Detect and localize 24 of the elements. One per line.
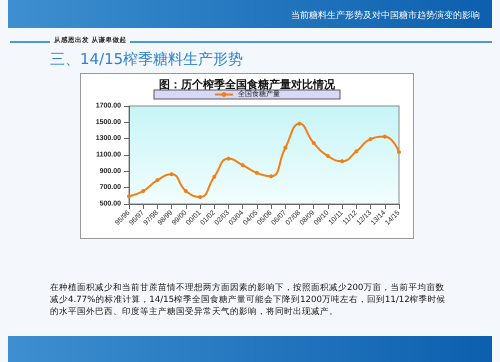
point <box>283 146 288 150</box>
point <box>155 178 160 182</box>
point <box>184 189 188 194</box>
text: 在种植面积减少和当前甘蔗苗情不理想两方面因素的影响下，按照面积减少200万亩，当前平均亩数减少4.77%的标准计算，14/15榨季全国食糖产量可能会下降到1200万吨左右，回到11/12榨季时候的水平国外巴西、印度等主产糖国受异常天气的影响，将同时出现减产。 <box>50 282 447 318</box>
point <box>240 163 245 168</box>
point <box>170 172 174 176</box>
point <box>397 150 401 154</box>
point <box>326 154 330 158</box>
point <box>354 149 358 154</box>
point <box>382 134 387 139</box>
point <box>312 141 316 146</box>
point <box>212 174 216 179</box>
point <box>368 137 373 142</box>
point <box>226 156 230 161</box>
point <box>298 122 302 126</box>
point <box>340 159 344 164</box>
point <box>127 194 131 198</box>
point <box>141 189 146 194</box>
point <box>198 194 202 199</box>
point <box>254 170 259 175</box>
point <box>269 174 274 178</box>
text: 三、14/15榨季糖料生产形势 <box>50 50 244 69</box>
chart-title: 图：历个榨季全国食糖产量对比情况 <box>159 78 336 91</box>
text: 当前糖料生产形势及对中国糖市趋势演变的影响 <box>291 10 480 22</box>
